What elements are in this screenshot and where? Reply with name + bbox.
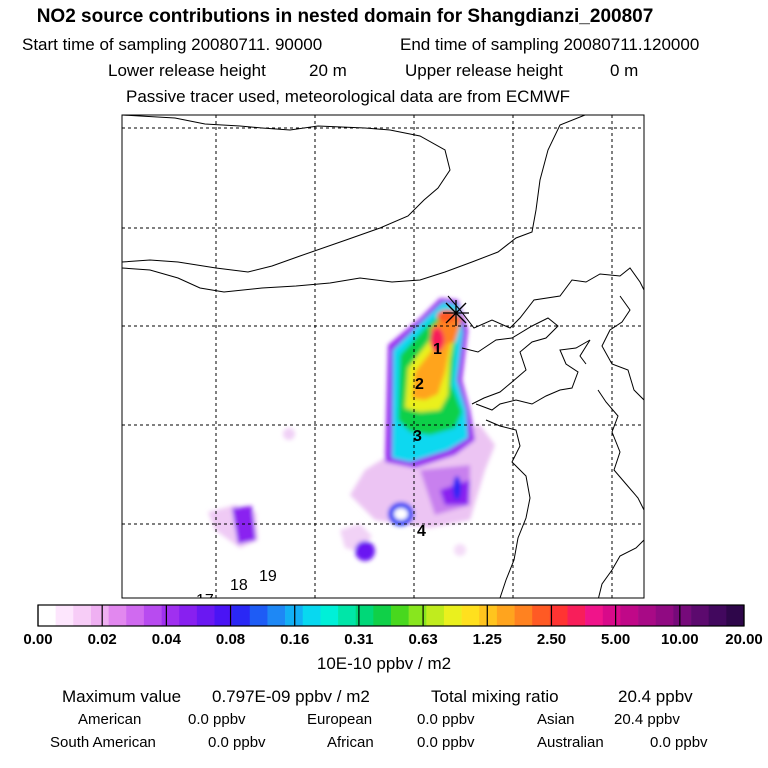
total-mixing-value: 20.4 ppbv xyxy=(618,687,693,706)
colorbar-tick-label: 0.31 xyxy=(344,631,374,648)
map-frame-bg xyxy=(122,115,644,598)
time-marker: 18 xyxy=(230,577,248,594)
colorbar-swatch xyxy=(496,605,515,626)
colorbar-swatch xyxy=(708,605,727,626)
end-time-label: End time of sampling 20080711.120000 xyxy=(400,35,700,54)
colorbar-tick-label: 0.00 xyxy=(23,631,53,648)
grid-lines xyxy=(122,115,644,598)
colorbar-swatch xyxy=(461,605,480,626)
colorbar-swatch xyxy=(108,605,127,626)
colorbar-swatch xyxy=(638,605,657,626)
colorbar-swatch xyxy=(55,605,74,626)
colorbar-tick-label: 10.00 xyxy=(661,631,699,648)
colorbar-swatch xyxy=(90,605,109,626)
colorbar-swatch xyxy=(143,605,162,626)
colorbar-tick-label: 20.00 xyxy=(725,631,763,648)
time-marker: 3 xyxy=(413,428,422,445)
colorbar-swatch xyxy=(320,605,339,626)
colorbar-swatch xyxy=(38,605,56,626)
tracer-note: Passive tracer used, meteorological data… xyxy=(126,87,571,106)
colorbar-swatch xyxy=(373,605,392,626)
region-name: Australian xyxy=(537,734,604,751)
colorbar-swatch xyxy=(602,605,621,626)
map-frame xyxy=(121,114,645,599)
lower-height-label: Lower release height xyxy=(108,61,266,80)
colorbar-swatch xyxy=(655,605,674,626)
time-marker: 17 xyxy=(196,592,214,609)
colorbar-swatch xyxy=(232,605,251,626)
colorbar-swatch xyxy=(408,605,427,626)
colorbar-swatch xyxy=(549,605,568,626)
colorbar-units: 10E-10 ppbv / m2 xyxy=(316,654,452,673)
colorbar-tick-label: 2.50 xyxy=(536,631,567,648)
colorbar-swatch xyxy=(585,605,604,626)
region-value: 20.4 ppbv xyxy=(614,711,680,728)
region-name: Asian xyxy=(537,711,575,728)
colorbar-swatch xyxy=(391,605,409,626)
region-value: 0.0 ppbv xyxy=(417,711,475,728)
colorbar-swatch xyxy=(514,605,533,626)
colorbar-swatch xyxy=(285,605,304,626)
colorbar-swatch xyxy=(161,605,180,626)
colorbar-swatch xyxy=(355,605,374,626)
page-title: NO2 source contributions in nested domai… xyxy=(36,6,654,27)
time-marker: 1 xyxy=(433,341,442,358)
region-value: 0.0 ppbv xyxy=(208,734,266,751)
colorbar-swatch xyxy=(532,605,551,626)
colorbar-swatch xyxy=(673,605,692,626)
region-name: South American xyxy=(50,734,156,751)
max-value: 0.797E-09 ppbv / m2 xyxy=(212,687,370,706)
total-mixing-label: Total mixing ratio xyxy=(431,687,559,706)
colorbar-swatch xyxy=(691,605,709,626)
colorbar-swatch xyxy=(479,605,498,626)
colorbar-swatch xyxy=(249,605,268,626)
time-marker: 2 xyxy=(415,376,424,393)
region-value: 0.0 ppbv xyxy=(188,711,246,728)
colorbar-tick-label: 0.02 xyxy=(87,631,117,648)
colorbar-swatch xyxy=(267,605,286,626)
colorbar-tick-label: 0.08 xyxy=(215,631,246,648)
upper-height-value: 0 m xyxy=(610,61,639,80)
colorbar-border xyxy=(37,604,745,627)
colorbar xyxy=(37,604,745,627)
lower-height-value: 20 m xyxy=(309,61,347,80)
colorbar-swatch xyxy=(726,605,745,626)
colorbar-swatch xyxy=(426,605,445,626)
colorbar-tick-label: 0.04 xyxy=(151,631,181,648)
receptor-star-icon xyxy=(443,300,469,326)
colorbar-tick-label: 1.25 xyxy=(472,631,502,648)
time-marker: 4 xyxy=(417,523,426,540)
colorbar-tick-label: 5.00 xyxy=(601,631,631,648)
colorbar-swatch xyxy=(620,605,639,626)
colorbar-swatch xyxy=(73,605,92,626)
region-value: 0.0 ppbv xyxy=(417,734,475,751)
colorbar-swatch xyxy=(567,605,586,626)
region-name: European xyxy=(307,711,373,728)
colorbar-tick-label: 0.16 xyxy=(280,631,310,648)
upper-height-label: Upper release height xyxy=(405,61,563,80)
coastlines xyxy=(122,115,644,598)
time-marker: 19 xyxy=(259,568,277,585)
colorbar-swatch xyxy=(126,605,145,626)
colorbar-swatch xyxy=(443,605,462,626)
region-value: 0.0 ppbv xyxy=(650,734,708,751)
region-name: African xyxy=(327,734,374,751)
colorbar-swatch xyxy=(179,605,198,626)
start-time-label: Start time of sampling 20080711. 90000 xyxy=(22,35,323,54)
max-value-label: Maximum value xyxy=(62,687,182,706)
colorbar-tick-label: 0.63 xyxy=(408,631,438,648)
colorbar-swatch xyxy=(214,605,233,626)
colorbar-swatch xyxy=(302,605,321,626)
colorbar-swatch xyxy=(196,605,215,626)
region-name: American xyxy=(78,711,142,728)
colorbar-swatch xyxy=(338,605,356,626)
